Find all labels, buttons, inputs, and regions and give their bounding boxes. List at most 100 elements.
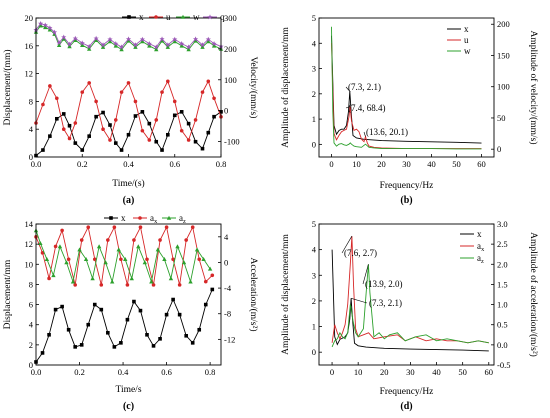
series-q-point	[211, 41, 217, 47]
y-right-tick-label: 1.0	[497, 300, 508, 310]
series-x-point	[154, 139, 159, 144]
series-x-point	[186, 121, 191, 126]
y-right-tick-label: 0.5	[497, 320, 508, 330]
series-x-point	[99, 307, 104, 312]
panel-label: (b)	[400, 195, 412, 206]
series-x-line	[35, 289, 213, 363]
series-a_z-point	[136, 244, 141, 249]
y-right-tick-label: -12	[224, 334, 235, 344]
series-x-point	[55, 116, 59, 121]
y-right-tick-label: -100	[224, 137, 240, 147]
series-a_x-point	[106, 238, 110, 242]
series-u-point	[206, 79, 211, 84]
series-x-point	[147, 121, 152, 126]
series-x-point	[53, 307, 58, 312]
series-q-point	[66, 41, 73, 47]
series-w-point	[86, 46, 92, 51]
series-a_x-point	[164, 225, 169, 230]
series-u-point	[126, 81, 131, 85]
annotation-label: (7.4, 68.4)	[348, 103, 386, 113]
x-tick-label: 30	[402, 159, 411, 169]
series-a_z-point	[162, 257, 167, 262]
series-a_x-point	[86, 225, 91, 230]
x-tick-label: 50	[458, 367, 467, 377]
y-right-tick-label: 0	[497, 144, 501, 154]
y-right-tick-label: -0.5	[497, 360, 510, 370]
series-u-point	[119, 90, 124, 94]
series-w-point	[159, 38, 165, 43]
series-x-point	[101, 110, 105, 115]
y-right-tick-label: 0.0	[497, 340, 508, 350]
series-a_x-point	[210, 273, 215, 278]
series-q-point	[100, 42, 106, 48]
series-w-point	[186, 47, 191, 52]
y-tick-label: 10	[25, 259, 34, 269]
series-u-point	[101, 127, 105, 131]
x-tick-label: 10	[352, 159, 361, 169]
series-u-point	[80, 90, 85, 94]
series-x-point	[41, 148, 45, 152]
series-u-point	[140, 128, 145, 133]
x-tick-label: 60	[477, 159, 486, 169]
series-u-point	[41, 102, 45, 107]
series-q-point	[205, 36, 211, 42]
series-w-point	[113, 43, 118, 48]
y-right-axis-label: Amplitude of velocity/(mm/s)	[528, 31, 539, 145]
x-tick-label: 0.2	[74, 367, 85, 377]
legend: xuw	[447, 24, 471, 56]
series-a_z-point	[123, 257, 128, 262]
series-q-point	[51, 29, 58, 35]
series-w-point	[80, 42, 85, 47]
series-a_z-point	[44, 257, 50, 262]
series-x-point	[79, 343, 84, 347]
series-u-point	[166, 79, 170, 84]
series-u-point	[67, 136, 72, 141]
x-tick-label: 0	[330, 367, 334, 377]
series-a_z-point	[70, 279, 76, 284]
series-a_x-line	[331, 236, 489, 344]
annotation-label: (13.9, 2.0)	[365, 279, 403, 289]
x-tick-label: 0.8	[216, 159, 227, 169]
series-x-point	[140, 110, 145, 114]
series-a_z-point	[51, 273, 56, 278]
series-a_x-point	[73, 283, 77, 287]
legend-label-u: u	[166, 12, 171, 22]
panel-label: (d)	[400, 401, 412, 412]
y-right-tick-label: 200	[497, 19, 510, 29]
legend-label-w: w	[193, 12, 200, 22]
y-right-tick-label: 0	[224, 257, 228, 267]
series-w-point	[133, 44, 138, 49]
series-a_x-point	[197, 257, 202, 262]
annotation-label: (13.6, 20.1)	[366, 127, 408, 137]
series-x-point	[145, 332, 149, 337]
series-x-point	[92, 302, 97, 307]
series-w-point	[119, 47, 124, 52]
series-a_x-point	[112, 225, 117, 230]
legend: x ax az	[104, 213, 186, 225]
y-tick-label: 1	[312, 114, 316, 124]
y-tick-label: 0	[312, 347, 316, 357]
legend-marker-a_x	[138, 216, 142, 220]
legend-marker-a_z	[166, 215, 172, 220]
series-a_z-point	[155, 247, 161, 252]
y-tick-label: 8	[29, 96, 33, 106]
series-x-point	[206, 130, 211, 135]
series-q-point	[179, 41, 185, 47]
series-u-point	[55, 96, 59, 101]
x-tick-label: 40	[432, 367, 441, 377]
legend-label-x: x	[139, 12, 144, 22]
x-tick-label: 10	[354, 367, 363, 377]
x-tick-label: 0.8	[205, 367, 216, 377]
legend-label-x: x	[477, 229, 482, 239]
y-tick-label: 12	[25, 239, 34, 249]
series-a_z-point	[96, 244, 102, 249]
y-tick-label: 5	[312, 219, 316, 229]
series-a_z-point	[57, 244, 63, 249]
series-a_x-line	[35, 225, 213, 286]
series-x-point	[86, 322, 91, 327]
x-axis-label: Time/(s)	[112, 178, 144, 189]
series-a_x-point	[125, 283, 130, 287]
y-right-tick-label: 1.5	[497, 279, 508, 289]
y-right-tick-label: 200	[224, 44, 237, 54]
series-a_x-point	[184, 238, 188, 242]
